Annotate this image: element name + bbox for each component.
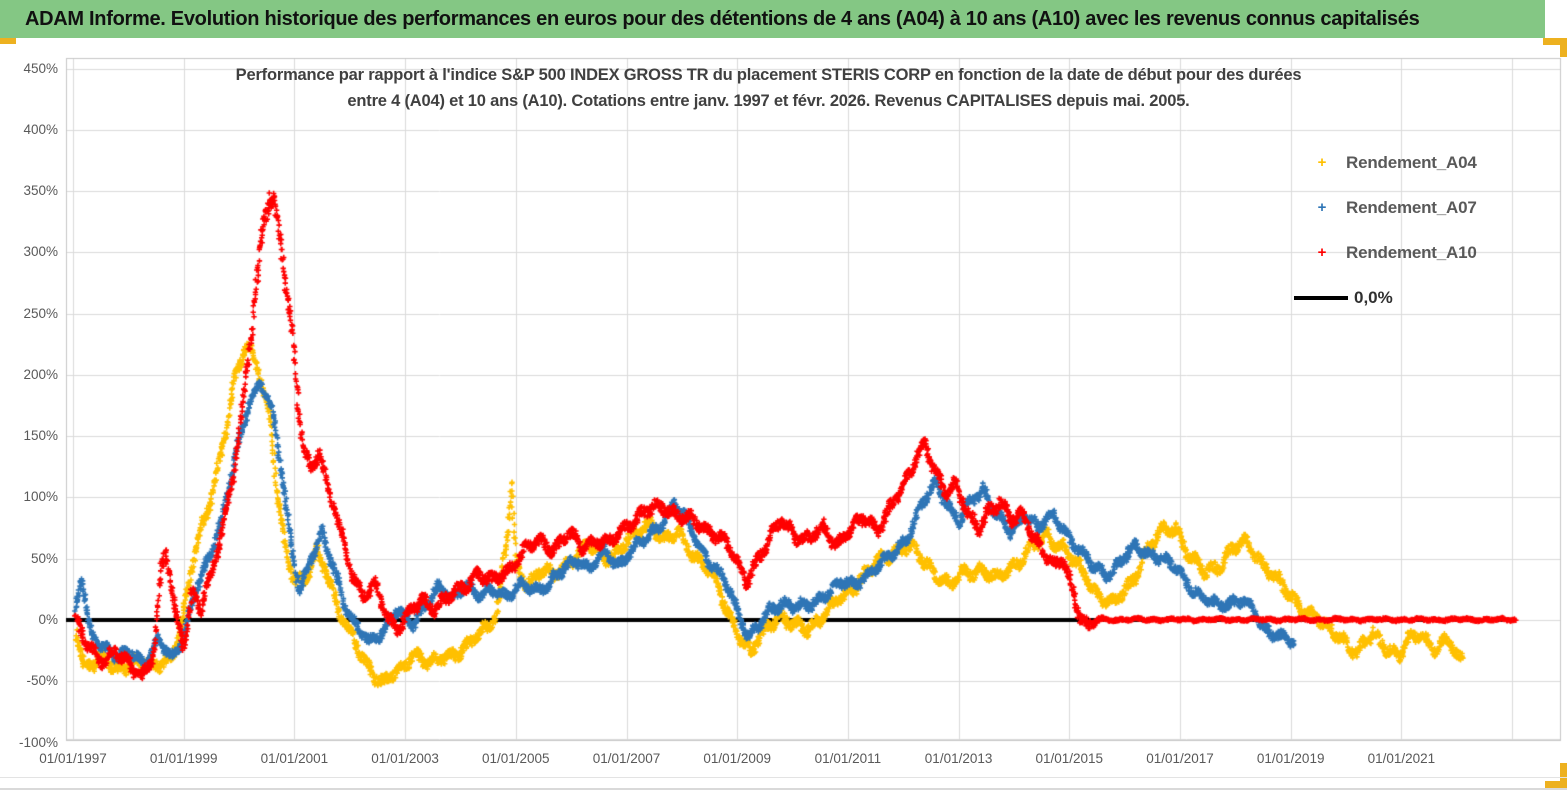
y-tick-label: 150% — [23, 428, 58, 444]
x-tick-label: 01/01/2001 — [260, 751, 329, 766]
legend-item-rendement_a10[interactable]: + Rendement_A10 — [1310, 230, 1550, 275]
x-tick-label: 01/01/2021 — [1367, 751, 1436, 766]
x-tick-label: 01/01/1999 — [149, 751, 218, 766]
x-tick-label: 01/01/2015 — [1035, 751, 1104, 766]
x-tick-label: 01/01/2003 — [371, 751, 439, 766]
legend-item-zero-line[interactable]: 0,0% — [1294, 275, 1550, 320]
x-tick-label: 01/01/2019 — [1256, 751, 1325, 766]
x-tick-label: 01/01/2011 — [814, 751, 882, 766]
x-tick-label: 01/01/2013 — [924, 751, 993, 766]
chart-title: Performance par rapport à l'indice S&P 5… — [30, 62, 1507, 114]
zero-line-swatch — [1294, 295, 1348, 300]
x-tick-label: 01/01/2009 — [703, 751, 771, 766]
legend-label: 0,0% — [1354, 287, 1393, 307]
y-tick-label: 250% — [23, 305, 58, 321]
y-tick-label: 0% — [38, 612, 58, 627]
plus-marker-icon: + — [1317, 244, 1327, 261]
legend-item-rendement_a04[interactable]: + Rendement_A04 — [1310, 140, 1550, 185]
y-tick-label: 400% — [23, 121, 58, 137]
legend-item-rendement_a07[interactable]: + Rendement_A07 — [1310, 185, 1550, 230]
y-tick-label: -100% — [18, 734, 58, 750]
x-tick-label: 01/01/1997 — [39, 751, 107, 766]
chart-title-line1: Performance par rapport à l'indice S&P 5… — [235, 66, 1302, 84]
x-tick-label: 01/01/2017 — [1146, 751, 1214, 766]
x-tick-label: 01/01/2005 — [482, 751, 550, 766]
chart-title-line2: entre 4 (A04) et 10 ans (A10). Cotations… — [347, 92, 1190, 110]
y-tick-label: -50% — [26, 673, 58, 689]
chart-bottom-rule — [0, 777, 1567, 778]
y-tick-label: 450% — [23, 60, 58, 76]
y-tick-label: 300% — [23, 244, 58, 260]
y-tick-label: 350% — [23, 183, 58, 199]
x-tick-label: 01/01/2007 — [592, 751, 661, 766]
plus-marker-icon: + — [1317, 199, 1327, 216]
plus-marker-icon: + — [1317, 154, 1327, 171]
legend-label: Rendement_A07 — [1346, 197, 1477, 217]
legend-label: Rendement_A10 — [1346, 242, 1477, 262]
chart-legend: + Rendement_A04 + Rendement_A07 + Rendement_A… — [1294, 140, 1550, 320]
y-tick-label: 100% — [23, 489, 58, 505]
legend-label: Rendement_A04 — [1346, 152, 1477, 172]
y-tick-label: 50% — [30, 550, 58, 566]
page-bottom-border — [0, 788, 1567, 790]
y-tick-label: 200% — [23, 366, 58, 382]
